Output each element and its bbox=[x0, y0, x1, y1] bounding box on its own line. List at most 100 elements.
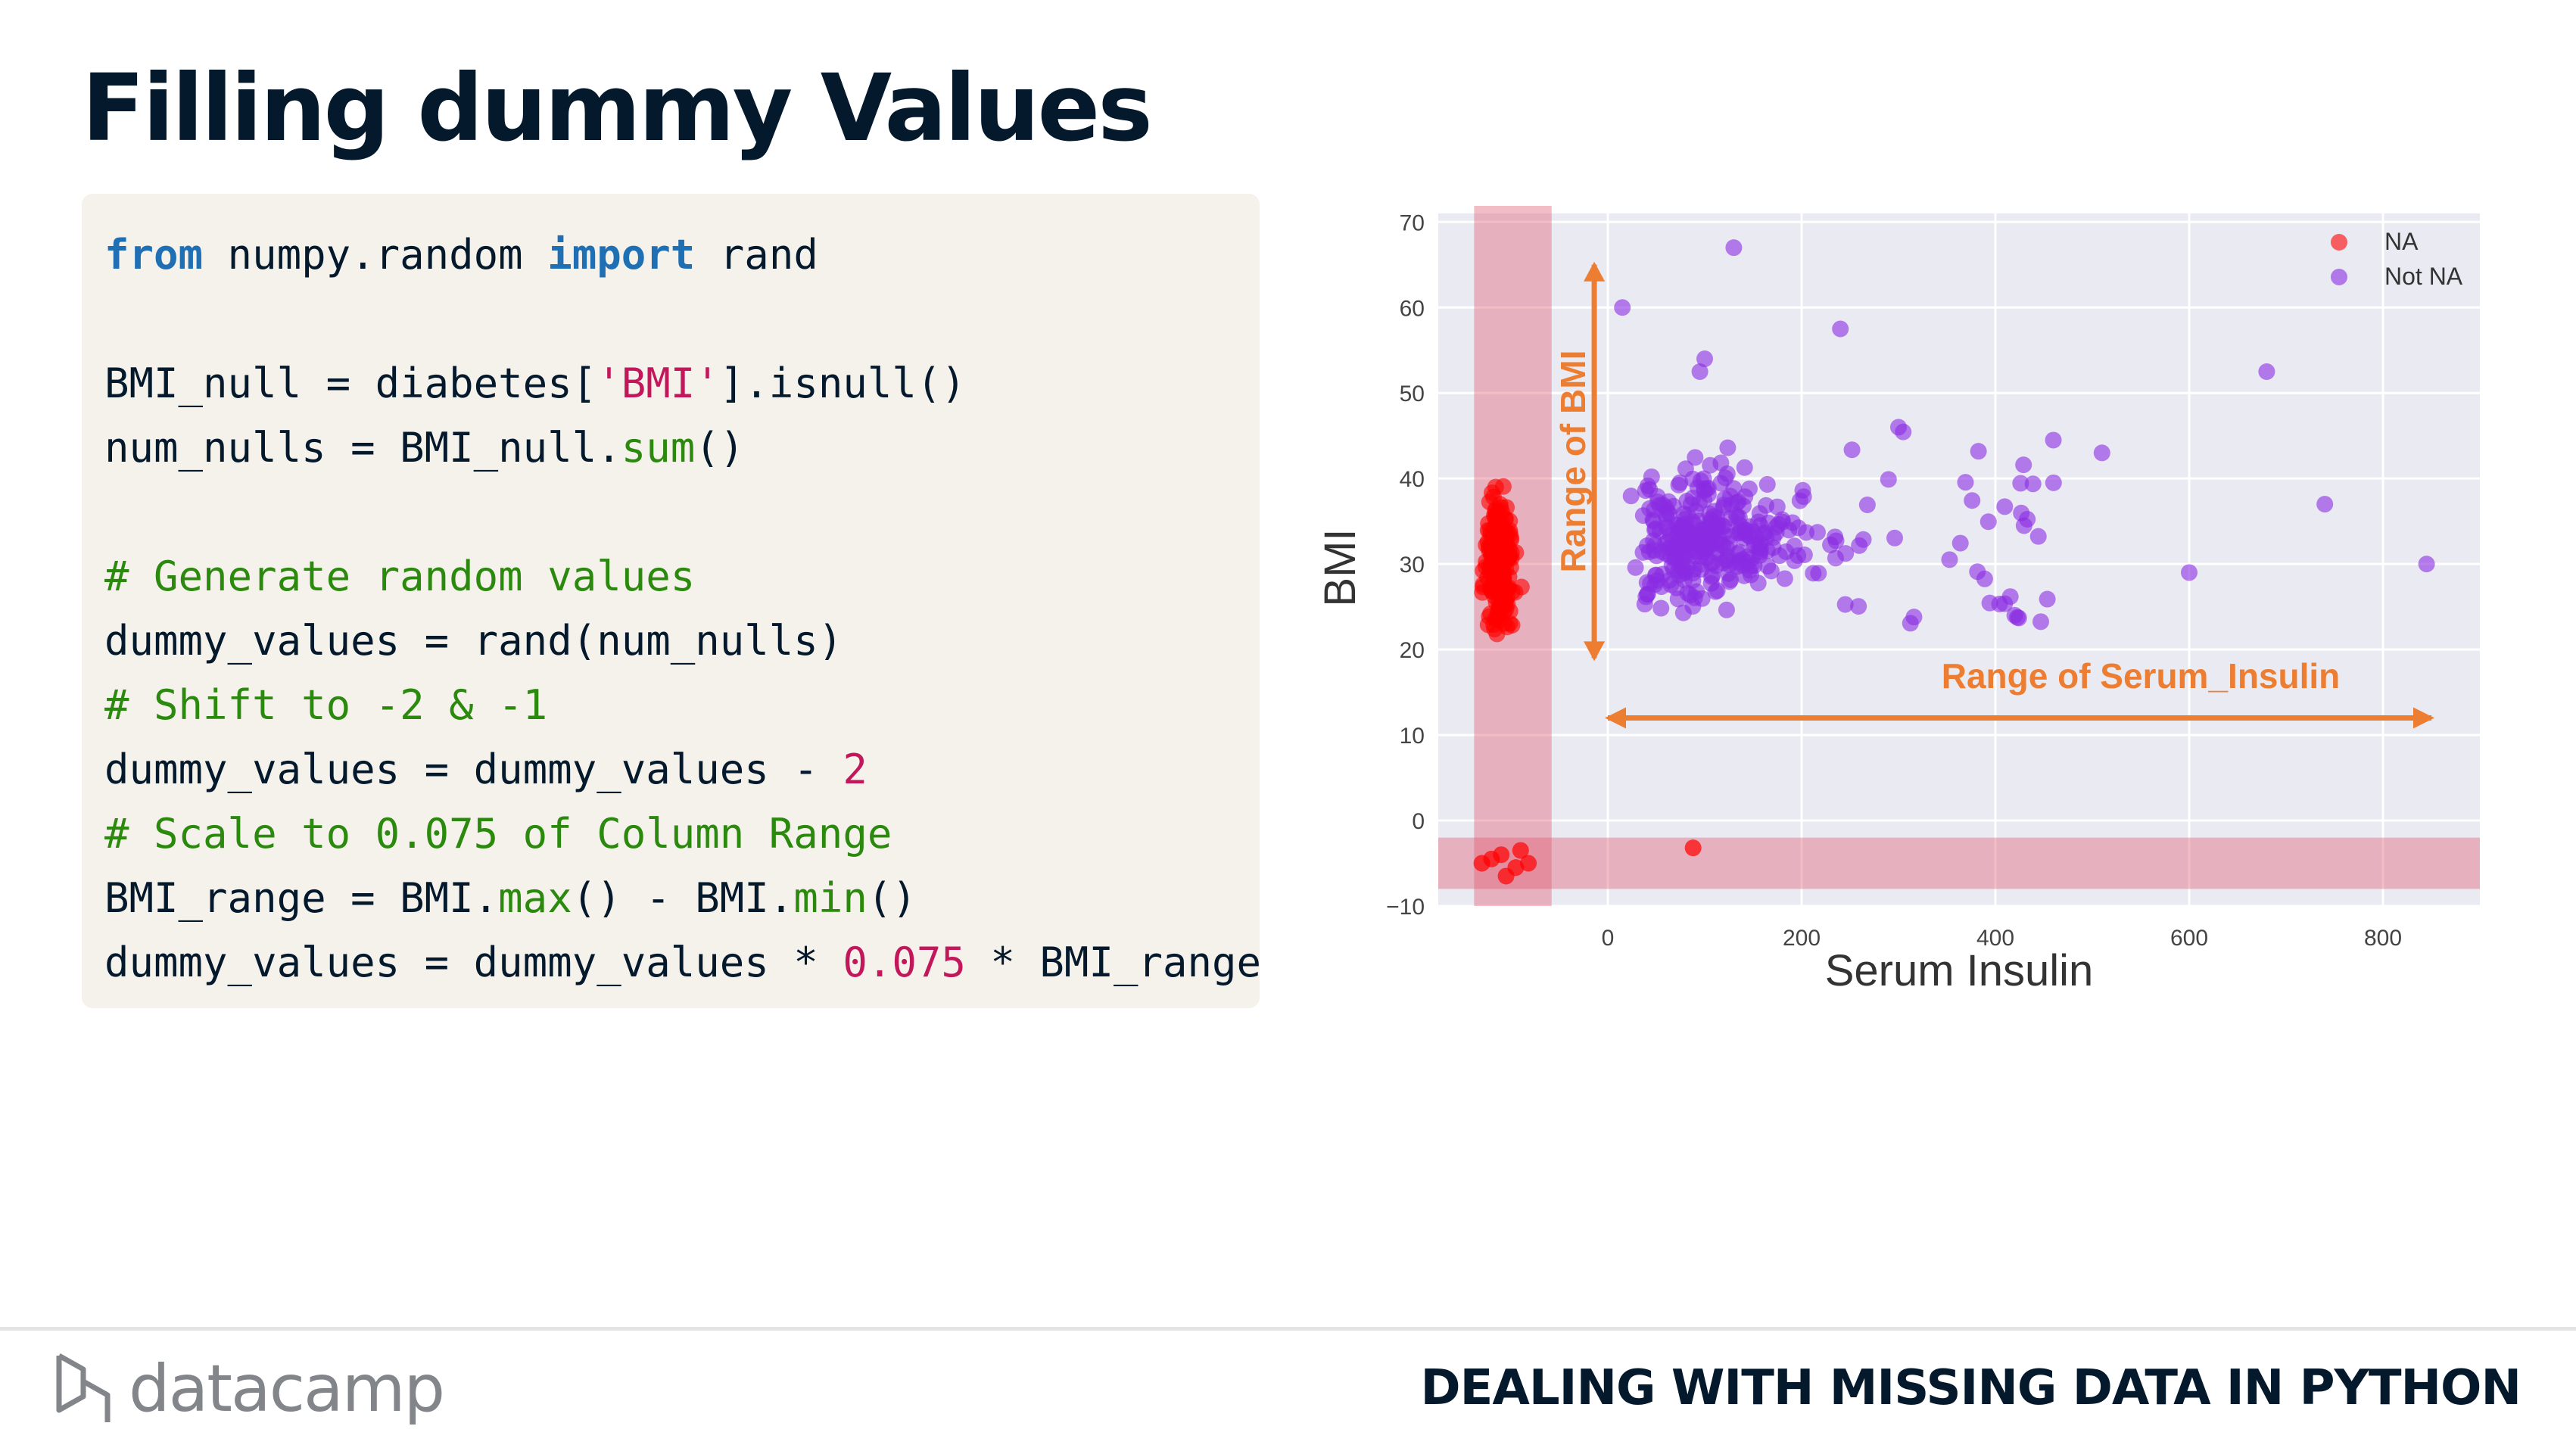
not-na-point bbox=[1765, 539, 1782, 556]
insulin-range-arrow-head-right bbox=[2413, 707, 2434, 729]
not-na-point bbox=[2045, 474, 2062, 491]
code-token: from bbox=[104, 231, 204, 279]
not-na-point bbox=[1740, 527, 1758, 544]
code-token: max bbox=[498, 874, 572, 922]
x-axis-label: Serum Insulin bbox=[1825, 946, 2094, 995]
not-na-point bbox=[1652, 599, 1670, 617]
code-token: 2 bbox=[843, 746, 867, 793]
code-line: dummy_values = dummy_values - 2 bbox=[104, 737, 1237, 802]
not-na-point bbox=[1810, 565, 1827, 582]
na-bmi-band bbox=[1438, 837, 2480, 889]
not-na-point bbox=[1740, 480, 1758, 497]
na-point bbox=[1520, 855, 1537, 872]
not-na-point bbox=[1684, 598, 1702, 615]
not-na-point bbox=[2316, 496, 2334, 513]
not-na-point bbox=[2006, 606, 2023, 624]
code-token: * BMI_range bbox=[965, 939, 1262, 986]
scatter-chart: 0 200 400 600 800 −10 0 10 20 30 40 50 60 70 Range of… bbox=[1317, 189, 2498, 1014]
bmi-range-label: Range of BMI bbox=[1553, 350, 1593, 573]
not-na-point bbox=[1688, 583, 1705, 600]
y-tick-label: 10 bbox=[1400, 724, 1425, 749]
not-na-point bbox=[1725, 239, 1743, 257]
x-tick-label: 400 bbox=[1976, 926, 2014, 951]
legend-na-label: NA bbox=[2384, 228, 2419, 255]
not-na-point bbox=[1627, 559, 1644, 576]
not-na-point bbox=[1715, 497, 1733, 514]
not-na-point bbox=[1851, 537, 1868, 554]
code-line bbox=[104, 287, 1237, 351]
not-na-points bbox=[1614, 239, 2435, 632]
not-na-point bbox=[1696, 350, 1713, 368]
chart-svg: 0 200 400 600 800 −10 0 10 20 30 40 50 60 70 Range of… bbox=[1317, 206, 2480, 995]
insulin-range-label: Range of Serum_Insulin bbox=[1942, 656, 2341, 696]
not-na-point bbox=[1969, 563, 1986, 581]
not-na-point bbox=[1654, 496, 1671, 513]
code-token: dummy_values = rand(num_nulls) bbox=[104, 617, 843, 665]
not-na-point bbox=[1794, 481, 1811, 499]
not-na-point bbox=[1665, 538, 1683, 556]
not-na-point bbox=[1718, 465, 1736, 482]
na-point bbox=[1494, 592, 1512, 609]
not-na-point bbox=[2015, 456, 2032, 474]
not-na-point bbox=[1768, 498, 1786, 515]
not-na-point bbox=[1905, 609, 1923, 626]
not-na-point bbox=[1951, 534, 1969, 552]
x-tick-label: 0 bbox=[1602, 926, 1615, 951]
not-na-point bbox=[2013, 504, 2030, 522]
na-point bbox=[1512, 842, 1529, 859]
na-point bbox=[1503, 616, 1521, 634]
code-token: # Shift to -2 & -1 bbox=[104, 681, 548, 729]
not-na-point bbox=[1758, 475, 1776, 493]
not-na-point bbox=[1964, 492, 1981, 509]
not-na-point bbox=[2024, 475, 2042, 493]
legend: NA Not NA bbox=[2331, 228, 2463, 290]
na-point bbox=[1483, 581, 1500, 598]
bmi-range-arrow-head-top bbox=[1584, 261, 1606, 282]
code-token: sum bbox=[621, 424, 696, 472]
not-na-point bbox=[1850, 598, 1867, 615]
not-na-point bbox=[1996, 498, 2014, 515]
not-na-point bbox=[2012, 475, 2029, 492]
not-na-point bbox=[2029, 528, 2047, 545]
bmi-range-arrow-head-bottom bbox=[1584, 641, 1606, 662]
code-token: ].isnull() bbox=[719, 360, 966, 407]
not-na-point bbox=[1980, 513, 1997, 531]
not-na-point bbox=[1661, 571, 1678, 589]
x-tick-label: 800 bbox=[2364, 926, 2402, 951]
na-point bbox=[1487, 500, 1505, 518]
code-token: BMI_null = diabetes[ bbox=[104, 360, 597, 407]
code-token: import bbox=[547, 231, 696, 279]
code-line: dummy_values = dummy_values * 0.075 * BM… bbox=[104, 930, 1261, 995]
not-na-point bbox=[1890, 419, 1907, 436]
slide-title: Filling dummy Values bbox=[82, 54, 1153, 162]
not-na-point bbox=[1622, 487, 1640, 505]
not-na-point bbox=[1759, 558, 1777, 575]
not-na-point bbox=[1796, 546, 1813, 564]
code-line: num_nulls = BMI_null.sum() bbox=[104, 416, 1237, 480]
not-na-point bbox=[1707, 583, 1724, 600]
y-tick-label: 0 bbox=[1412, 809, 1425, 834]
not-na-point bbox=[1957, 474, 1974, 491]
not-na-point bbox=[1836, 596, 1854, 613]
y-tick-label: 50 bbox=[1400, 381, 1425, 406]
not-na-point bbox=[2045, 431, 2062, 449]
not-na-point bbox=[2418, 556, 2435, 573]
code-token: rand bbox=[695, 231, 818, 279]
code-token: 'BMI' bbox=[596, 360, 720, 407]
not-na-point bbox=[1614, 299, 1631, 316]
not-na-point bbox=[1697, 539, 1715, 556]
not-na-point bbox=[1670, 476, 1687, 494]
code-line: dummy_values = rand(num_nulls) bbox=[104, 609, 1237, 673]
not-na-point bbox=[1687, 449, 1704, 466]
not-na-point bbox=[1677, 563, 1694, 581]
code-token: # Generate random values bbox=[104, 553, 696, 600]
insulin-range-arrow-head-left bbox=[1605, 707, 1626, 729]
not-na-point bbox=[1646, 542, 1663, 559]
code-line: # Generate random values bbox=[104, 544, 1237, 609]
x-tick-label: 200 bbox=[1783, 926, 1821, 951]
code-token: () bbox=[867, 874, 917, 922]
code-line: from numpy.random import rand bbox=[104, 223, 1237, 287]
code-line: # Shift to -2 & -1 bbox=[104, 673, 1237, 737]
code-token: min bbox=[793, 874, 867, 922]
not-na-point bbox=[2258, 363, 2275, 380]
